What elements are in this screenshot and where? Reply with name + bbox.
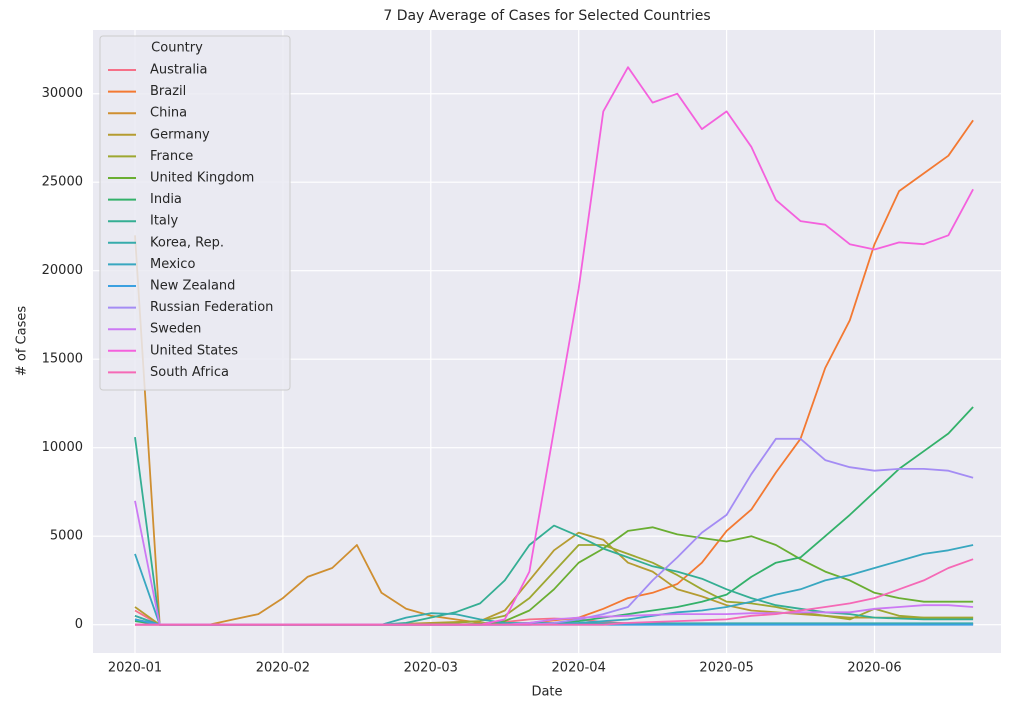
legend-label: United States bbox=[150, 343, 238, 358]
legend-box bbox=[99, 35, 291, 391]
y-tick-label: 25000 bbox=[42, 175, 83, 190]
legend-label: Australia bbox=[150, 63, 208, 78]
y-tick-label: 0 bbox=[75, 617, 83, 632]
x-tick-label: 2020-05 bbox=[699, 661, 753, 676]
legend-label: United Kingdom bbox=[150, 171, 254, 186]
y-tick-label: 10000 bbox=[42, 440, 83, 455]
legend-label: Russian Federation bbox=[150, 300, 273, 315]
x-tick-label: 2020-02 bbox=[256, 661, 310, 676]
x-tick-label: 2020-03 bbox=[404, 661, 458, 676]
y-tick-label: 30000 bbox=[42, 86, 83, 101]
legend-label: Sweden bbox=[150, 322, 201, 337]
chart-title: 7 Day Average of Cases for Selected Coun… bbox=[383, 8, 710, 24]
legend-title: Country bbox=[151, 41, 203, 56]
series-line bbox=[135, 558, 974, 626]
x-tick-label: 2020-06 bbox=[847, 661, 901, 676]
y-tick-label: 15000 bbox=[42, 352, 83, 367]
x-axis-label: Date bbox=[531, 685, 562, 700]
legend-label: Korea, Rep. bbox=[150, 235, 224, 250]
legend-label: Germany bbox=[150, 127, 210, 142]
legend-label: New Zealand bbox=[150, 279, 235, 294]
y-axis-label: # of Cases bbox=[15, 306, 30, 377]
legend-label: France bbox=[150, 149, 193, 164]
y-tick-label: 5000 bbox=[50, 529, 83, 544]
legend-label: Brazil bbox=[150, 84, 186, 99]
legend-label: Mexico bbox=[150, 257, 195, 272]
legend-label: India bbox=[150, 192, 182, 207]
y-tick-label: 20000 bbox=[42, 263, 83, 278]
x-tick-label: 2020-04 bbox=[552, 661, 606, 676]
legend-label: Italy bbox=[150, 214, 179, 229]
legend-label: South Africa bbox=[150, 365, 229, 380]
x-tick-label: 2020-01 bbox=[108, 661, 162, 676]
legend-label: China bbox=[150, 106, 187, 121]
